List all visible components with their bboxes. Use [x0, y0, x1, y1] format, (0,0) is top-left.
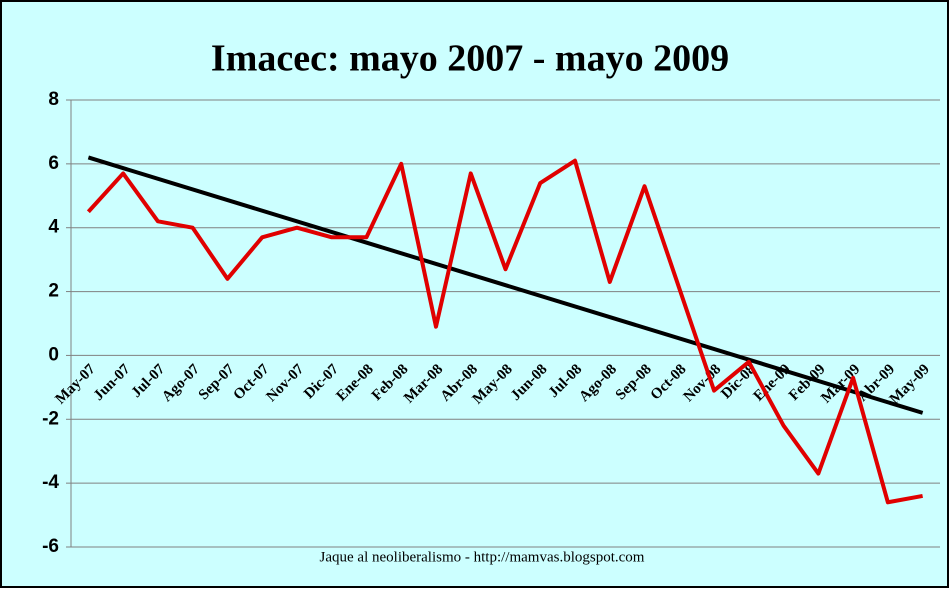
y-tick-label: -2	[42, 408, 59, 429]
y-tick-label: 4	[48, 217, 59, 238]
y-tick-label: -4	[42, 472, 59, 493]
data-line	[86, 158, 923, 505]
y-tick-label: 2	[48, 281, 59, 302]
y-tick-label: 6	[48, 153, 59, 174]
y-tick-label: 0	[48, 344, 59, 365]
y-tick-label: -6	[42, 536, 59, 557]
trend-line	[87, 155, 924, 415]
chart-title: Imacec: mayo 2007 - mayo 2009	[211, 38, 729, 80]
footer: Jaque al neoliberalismo - http://mamvas.…	[320, 549, 645, 565]
y-tick-label: 8	[48, 89, 59, 110]
